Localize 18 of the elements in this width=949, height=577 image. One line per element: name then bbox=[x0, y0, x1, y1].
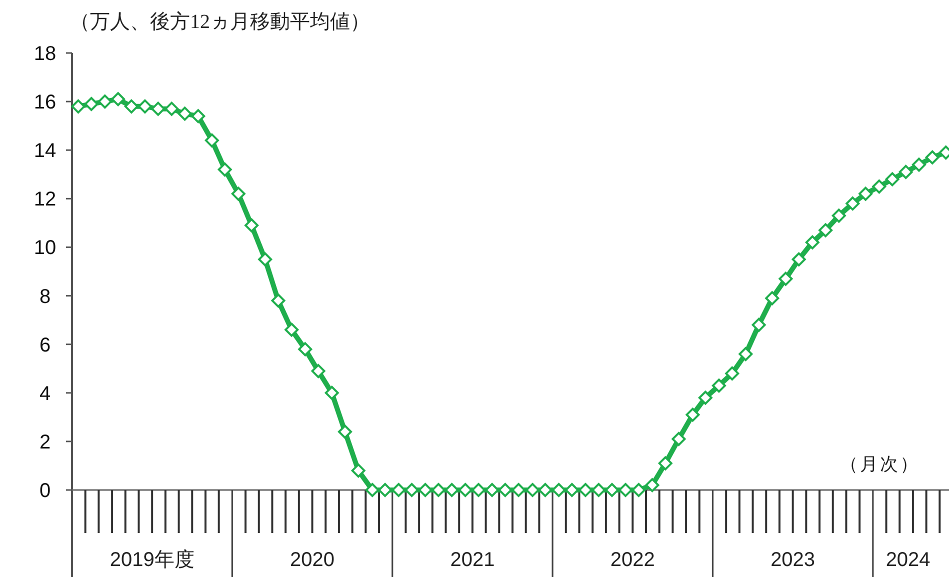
x-tick-label: 2024 bbox=[886, 549, 930, 571]
y-tick-label: 0 bbox=[39, 480, 51, 502]
x-tick-label: 2019年度 bbox=[110, 549, 194, 571]
chart-title: （万人、後方12ヵ月移動平均値） bbox=[70, 10, 370, 33]
y-tick-label: 8 bbox=[39, 286, 51, 308]
y-tick-label: 18 bbox=[34, 43, 56, 65]
y-tick-label: 6 bbox=[39, 334, 51, 356]
y-tick-label: 2 bbox=[39, 431, 51, 454]
annotation: （月次） bbox=[840, 454, 920, 474]
y-tick-label: 12 bbox=[34, 188, 56, 211]
x-tick-label: 2020 bbox=[290, 549, 335, 571]
y-tick-label: 4 bbox=[39, 382, 51, 405]
y-tick-label: 14 bbox=[34, 140, 56, 162]
y-tick-label: 10 bbox=[34, 237, 56, 260]
x-tick-label: 2022 bbox=[610, 549, 655, 571]
x-tick-label: 2023 bbox=[770, 549, 816, 571]
y-tick-label: 16 bbox=[34, 92, 56, 114]
x-tick-label: 2021 bbox=[450, 549, 495, 571]
